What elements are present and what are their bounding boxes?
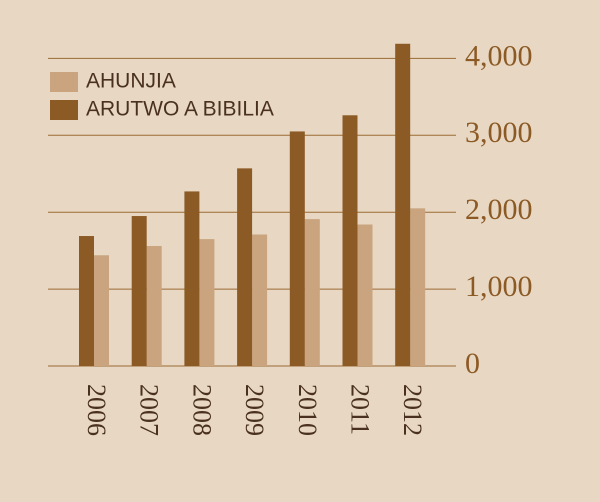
bar bbox=[199, 239, 215, 366]
bar bbox=[289, 131, 305, 366]
legend-swatch bbox=[50, 100, 78, 120]
x-tick-label: 2008 bbox=[187, 384, 216, 436]
y-tick-label: 0 bbox=[465, 347, 480, 380]
bar bbox=[184, 191, 200, 366]
bar bbox=[79, 236, 94, 366]
bar bbox=[357, 224, 373, 366]
bar bbox=[342, 115, 358, 367]
y-tick-label: 3,000 bbox=[465, 116, 533, 149]
x-tick-label: 2007 bbox=[135, 384, 164, 436]
bar bbox=[237, 168, 253, 366]
x-tick-label: 2009 bbox=[240, 384, 269, 436]
y-tick-label: 1,000 bbox=[465, 270, 533, 303]
bar bbox=[410, 208, 426, 366]
y-tick-label: 4,000 bbox=[465, 39, 533, 72]
y-tick-label: 2,000 bbox=[465, 193, 533, 226]
bar bbox=[94, 255, 109, 366]
x-tick-label: 2006 bbox=[82, 384, 111, 436]
bar bbox=[146, 246, 162, 366]
bar bbox=[395, 43, 411, 367]
legend-label: AHUNJIA bbox=[86, 70, 176, 93]
bar bbox=[304, 219, 320, 366]
x-tick-label: 2010 bbox=[293, 384, 322, 436]
legend-swatch bbox=[50, 72, 78, 92]
bar bbox=[131, 216, 147, 366]
bar bbox=[252, 234, 268, 366]
x-tick-label: 2011 bbox=[346, 384, 375, 435]
legend-label: ARUTWO A BIBILIA bbox=[86, 98, 274, 121]
x-tick-label: 2012 bbox=[398, 384, 427, 436]
